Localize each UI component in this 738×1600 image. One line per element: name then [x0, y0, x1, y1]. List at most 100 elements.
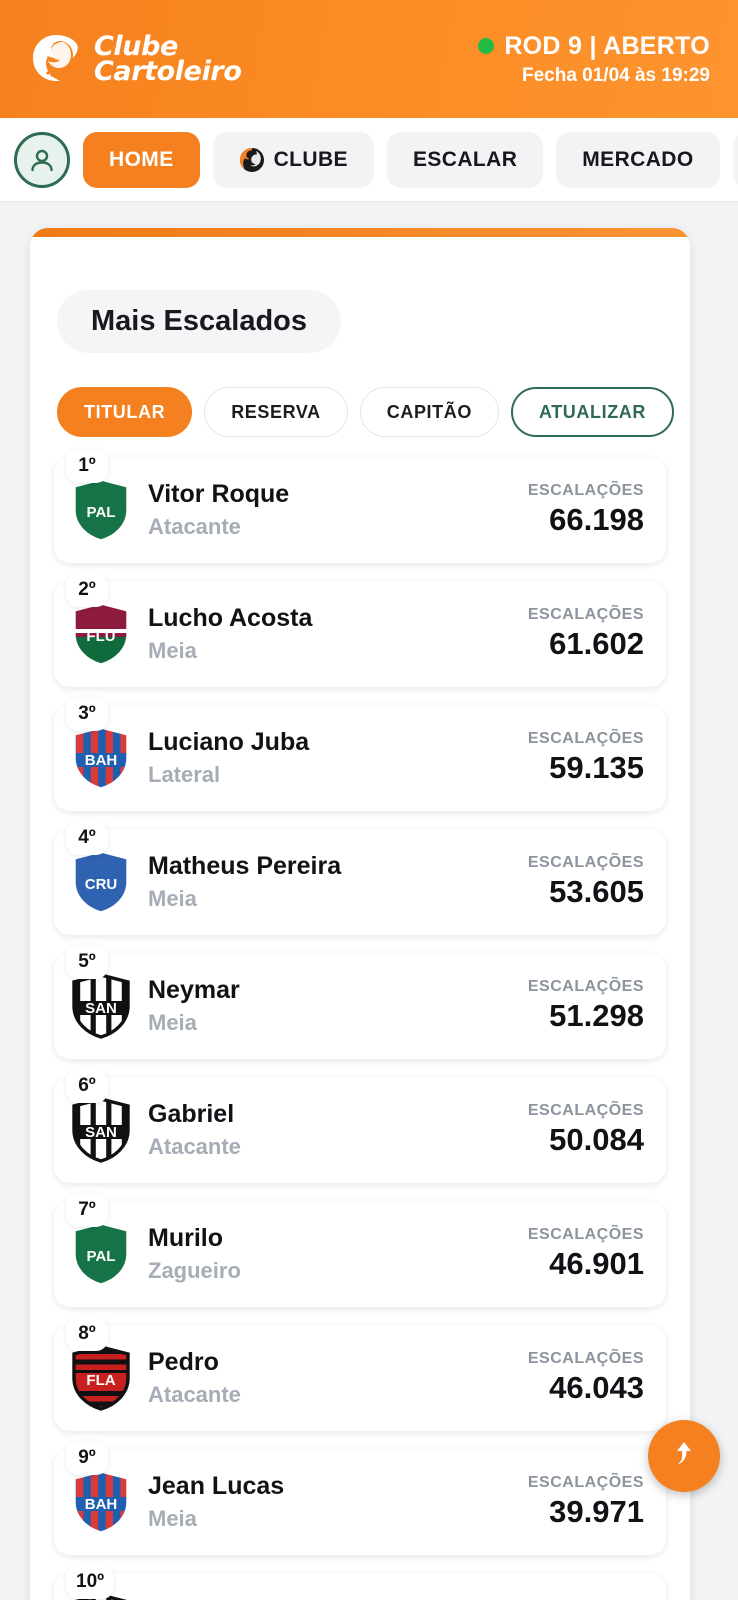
escalacoes-value: 61.602 [549, 626, 644, 661]
svg-text:BAH: BAH [85, 752, 118, 769]
tab-titular[interactable]: TITULAR [57, 387, 193, 437]
list-item[interactable]: 2º FLU Lucho Acosta Meia ESCALAÇÕES 61.602 [54, 573, 666, 687]
nav-item-estatisticas[interactable]: ES [732, 131, 738, 188]
status-open-dot-icon [478, 38, 495, 54]
rank-badge: 6º [66, 1069, 108, 1103]
san-crest: SAN [72, 1097, 130, 1163]
escalacoes-label: ESCALAÇÕES [527, 1102, 644, 1119]
rank-badge: 7º [66, 1193, 108, 1227]
escalacoes-label: ESCALAÇÕES [527, 978, 644, 995]
clube-logo-icon [239, 147, 265, 173]
atualizar-button-label: ATUALIZAR [538, 401, 646, 422]
escalacoes-label: ESCALAÇÕES [527, 730, 644, 747]
svg-text:SAN: SAN [85, 1124, 117, 1141]
san-crest: SAN [72, 973, 130, 1039]
bah-crest: BAH [72, 1469, 130, 1535]
card-accent-stripe [30, 228, 690, 237]
table-row[interactable]: BAH Luciano Juba Lateral ESCALAÇÕES 59.135 [54, 705, 666, 811]
table-row[interactable]: FLU Lucho Acosta Meia ESCALAÇÕES 61.602 [54, 581, 666, 687]
round-close-time: Fecha 01/04 às 19:29 [521, 64, 710, 86]
app-header: Clube Cartoleiro ROD 9 | ABERTO Fecha 01… [0, 0, 738, 118]
svg-text:FLA: FLA [86, 1372, 115, 1389]
bah-crest: BAH [72, 725, 130, 791]
brand-logo[interactable]: Clube Cartoleiro [30, 30, 242, 87]
escalacoes-value: 50.084 [549, 1122, 644, 1157]
rank-badge: 8º [66, 1317, 108, 1351]
table-row[interactable]: FLA Pedro Atacante ESCALAÇÕES 46.043 [54, 1325, 666, 1431]
scroll-to-top-button[interactable] [648, 1420, 720, 1492]
rank-badge: 4º [66, 821, 108, 855]
escalacoes-label: ESCALAÇÕES [527, 1226, 644, 1243]
round-status: ROD 9 | ABERTO Fecha 01/04 às 19:29 [478, 32, 710, 87]
nav-item-clube[interactable]: CLUBE [212, 131, 374, 188]
cru-crest: CRU [72, 849, 130, 915]
escalacoes-value: 46.901 [549, 1246, 644, 1281]
player-position: Atacante [148, 1133, 241, 1159]
pal-crest: PAL [72, 1221, 130, 1287]
svg-text:PAL: PAL [87, 504, 116, 521]
rank-badge: 5º [66, 945, 108, 979]
svg-text:BAH: BAH [85, 1496, 118, 1513]
scroll-to-top-arrow-icon [667, 1437, 701, 1476]
nav-item-escalar[interactable]: ESCALAR [386, 131, 544, 188]
list-item[interactable]: 5º SAN Neymar Meia ESCALAÇÕES 51.298 [54, 945, 666, 1059]
svg-text:CRU: CRU [85, 876, 118, 893]
escalacoes-value: 51.298 [549, 998, 644, 1033]
tab-reserva-label: RESERVA [231, 401, 321, 422]
player-name: Vitor Roque [148, 480, 290, 509]
user-avatar-icon[interactable] [14, 131, 70, 188]
player-position: Atacante [148, 513, 241, 539]
filter-tabs[interactable]: TITULAR RESERVA CAPITÃO ATUALIZAR [57, 387, 674, 437]
clube-cartoleiro-logo-icon [30, 33, 82, 85]
nav-item-home[interactable]: HOME [83, 131, 200, 188]
list-item[interactable]: 3º BAH Luciano Juba Lateral ESCALAÇÕES 59.135 [54, 697, 666, 811]
brand-line-1: Clube [94, 30, 178, 62]
list-item[interactable]: 9º BAH Jean Lucas Meia ESCALAÇÕES 39.971 [54, 1441, 666, 1555]
list-item[interactable]: 8º FLA Pedro Atacante ESCALAÇÕES 46.043 [54, 1317, 666, 1431]
table-row[interactable]: PAL Murilo Zagueiro ESCALAÇÕES 46.901 [54, 1201, 666, 1307]
brand-line-2: Cartoleiro [94, 56, 242, 87]
main-nav[interactable]: HOME CLUBE ESCALAR MERCADO ES [0, 118, 738, 202]
tab-reserva[interactable]: RESERVA [204, 387, 348, 437]
player-position: Meia [148, 1009, 197, 1035]
list-item[interactable]: 4º CRU Matheus Pereira Meia ESCALAÇÕES 53.605 [54, 821, 666, 935]
list-item[interactable]: 1º PAL Vitor Roque Atacante ESCALAÇÕES 66.198 [54, 449, 666, 563]
escalacoes-label: ESCALAÇÕES [527, 854, 644, 871]
escalacoes-label: ESCALAÇÕES [527, 1474, 644, 1491]
rank-badge: 10º [66, 1565, 115, 1599]
pal-crest: PAL [72, 477, 130, 543]
escalacoes-value: 59.135 [549, 750, 644, 785]
atualizar-button[interactable]: ATUALIZAR [510, 387, 674, 437]
player-position: Meia [148, 885, 197, 911]
escalacoes-value: 53.605 [549, 874, 644, 909]
list-item[interactable]: 10ºCAMHulkESCALAÇÕES [54, 1565, 666, 1600]
table-row[interactable]: CAMHulkESCALAÇÕES [54, 1573, 666, 1600]
svg-text:FLU: FLU [86, 628, 115, 645]
player-ranking-list: 1º PAL Vitor Roque Atacante ESCALAÇÕES 66.198… [54, 449, 666, 1600]
list-item[interactable]: 6º SAN Gabriel Atacante ESCALAÇÕES 50.084 [54, 1069, 666, 1183]
escalacoes-label: ESCALAÇÕES [527, 1350, 644, 1367]
nav-item-mercado[interactable]: MERCADO [556, 131, 720, 188]
player-name: Jean Lucas [148, 1472, 285, 1501]
player-position: Meia [148, 637, 197, 663]
table-row[interactable]: PAL Vitor Roque Atacante ESCALAÇÕES 66.198 [54, 457, 666, 563]
flu-crest: FLU [72, 601, 130, 667]
player-name: Gabriel [148, 1100, 235, 1129]
table-row[interactable]: CRU Matheus Pereira Meia ESCALAÇÕES 53.605 [54, 829, 666, 935]
tab-capitao-label: CAPITÃO [386, 401, 472, 422]
tab-capitao[interactable]: CAPITÃO [359, 387, 499, 437]
table-row[interactable]: SAN Neymar Meia ESCALAÇÕES 51.298 [54, 953, 666, 1059]
round-status-title: ROD 9 | ABERTO [504, 31, 710, 60]
table-row[interactable]: SAN Gabriel Atacante ESCALAÇÕES 50.084 [54, 1077, 666, 1183]
nav-item-clube-label: CLUBE [273, 147, 348, 171]
player-position: Meia [148, 1505, 197, 1531]
table-row[interactable]: BAH Jean Lucas Meia ESCALAÇÕES 39.971 [54, 1449, 666, 1555]
tab-titular-label: TITULAR [84, 401, 166, 422]
rank-badge: 3º [66, 697, 108, 731]
player-name: Luciano Juba [148, 728, 310, 757]
mais-escalados-card: Mais Escalados TITULAR RESERVA CAPITÃO A… [30, 228, 690, 1600]
rank-badge: 2º [66, 573, 108, 607]
list-item[interactable]: 7º PAL Murilo Zagueiro ESCALAÇÕES 46.901 [54, 1193, 666, 1307]
player-name: Matheus Pereira [148, 852, 342, 881]
